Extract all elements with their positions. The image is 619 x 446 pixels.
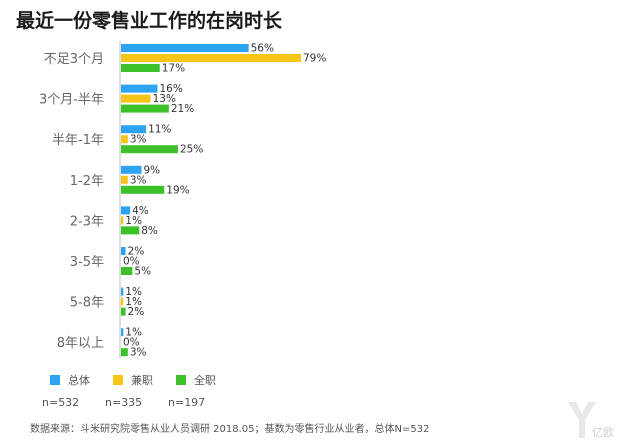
legend-item-full-time: 全职 n=197 (168, 372, 256, 416)
data-label: 2% (128, 306, 145, 318)
legend-swatch-part-time (113, 375, 123, 385)
category-label: 8年以上 (57, 336, 104, 351)
legend-sample-part-time: n=335 (105, 396, 143, 409)
data-label: 3% (130, 174, 147, 186)
bar-full-time (121, 104, 169, 113)
bar-part-time (121, 175, 128, 184)
data-label: 3% (130, 134, 147, 146)
data-label: 1% (125, 286, 142, 298)
bar-full-time (121, 226, 140, 235)
bar-full-time (121, 64, 160, 72)
bar-part-time (121, 94, 151, 103)
legend-sample-full-time: n=197 (168, 396, 206, 409)
legend-label-part-time: 兼职 (131, 374, 153, 387)
data-label: 56% (251, 43, 274, 55)
bar-overall (121, 125, 147, 134)
category-label: 3-5年 (70, 255, 104, 270)
data-label: 5% (134, 266, 151, 278)
data-label: 21% (171, 103, 194, 115)
category-label: 3个月-半年 (39, 93, 104, 108)
data-label: 13% (153, 93, 176, 105)
bar-overall (121, 206, 131, 215)
category-label: 1-2年 (70, 174, 104, 189)
legend-label-full-time: 全职 (194, 374, 216, 387)
bar-part-time (121, 54, 301, 62)
bar-overall (121, 328, 124, 337)
category-label: 5-8年 (70, 296, 104, 311)
legend-item-part-time: 兼职 n=335 (105, 372, 193, 416)
source-note: 数据来源：斗米研究院零售从业人员调研 2018.05；基数为零售行业从业者，总体… (30, 424, 430, 435)
data-label: 0% (123, 337, 140, 349)
bar-full-time (121, 267, 133, 275)
data-label: 4% (132, 205, 149, 217)
watermark-text: 亿欧 (592, 426, 614, 439)
data-label: 19% (166, 184, 189, 196)
bar-part-time (121, 135, 128, 144)
data-label: 25% (180, 144, 203, 156)
legend-sample-overall: n=532 (42, 396, 80, 409)
bar-full-time (121, 307, 126, 316)
chart-title: 最近一份零售业工作的在岗时长 (16, 10, 283, 32)
bar-part-time (121, 216, 124, 225)
bar-overall (121, 287, 124, 296)
data-label: 3% (130, 347, 147, 359)
data-label: 9% (144, 164, 161, 176)
category-label: 2-3年 (70, 214, 104, 229)
legend-swatch-overall (50, 375, 60, 385)
bar-overall (121, 165, 142, 174)
watermark-logo: 亿欧 (562, 398, 614, 440)
data-label: 11% (148, 124, 171, 136)
category-label: 不足3个月 (44, 52, 104, 67)
bar-part-time (121, 297, 124, 306)
data-label: 1% (125, 327, 142, 339)
data-label: 16% (159, 83, 182, 95)
bar-full-time (121, 185, 165, 194)
bar-overall (121, 44, 249, 52)
bar-full-time (121, 348, 128, 357)
legend-label-overall: 总体 (68, 374, 90, 387)
data-label: 17% (162, 63, 185, 75)
data-label: 1% (125, 215, 142, 227)
data-label: 79% (303, 53, 326, 65)
bar-overall (121, 84, 158, 93)
category-label: 半年-1年 (52, 133, 104, 148)
legend-swatch-full-time (176, 375, 186, 385)
bar-full-time (121, 145, 178, 154)
data-label: 1% (125, 296, 142, 308)
legend-item-overall: 总体 n=532 (42, 372, 130, 416)
data-label: 8% (141, 225, 158, 237)
data-label: 0% (123, 256, 140, 268)
bar-overall (121, 247, 126, 255)
data-label: 2% (128, 246, 145, 258)
